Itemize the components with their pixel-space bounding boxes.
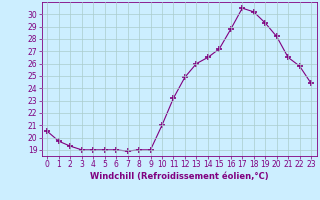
X-axis label: Windchill (Refroidissement éolien,°C): Windchill (Refroidissement éolien,°C) bbox=[90, 172, 268, 181]
